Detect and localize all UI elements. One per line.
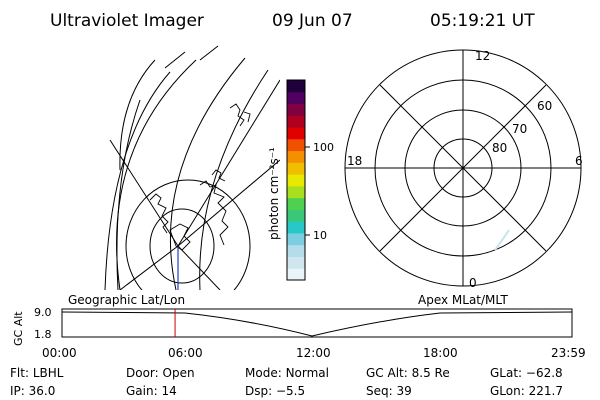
param-mode: Mode: Normal	[245, 366, 329, 380]
lat-label-70: 70	[512, 122, 527, 136]
param-glon: GLon: 221.7	[490, 384, 563, 398]
coastline	[211, 169, 226, 182]
observation-date: 09 Jun 07	[272, 11, 353, 31]
lat-line	[116, 99, 141, 290]
param-gain: Gain: 14	[126, 384, 177, 398]
x-tick-label: 12:00	[296, 346, 331, 360]
header: Ultraviolet Imager 09 Jun 07 05:19:21 UT	[50, 11, 535, 31]
colorbar-cell	[287, 197, 305, 210]
footer-params: Flt: LBHL Door: Open Mode: Normal GC Alt…	[10, 366, 563, 398]
param-gc-alt: GC Alt: 8.5 Re	[366, 366, 450, 380]
colorbar-cell	[287, 209, 305, 222]
colorbar-cell	[287, 244, 305, 257]
colorbar-cell	[287, 174, 305, 187]
lat-label-80: 80	[492, 141, 507, 155]
colorbar-cell	[287, 162, 305, 175]
colorbar: 100 10 photon cm⁻²s⁻¹	[267, 79, 334, 281]
lon-line	[119, 245, 179, 290]
colorbar-cell	[287, 115, 305, 128]
polar-dial	[344, 49, 582, 287]
param-ip: IP: 36.0	[10, 384, 55, 398]
mlt-label-0: 0	[469, 276, 477, 290]
colorbar-gradient	[287, 80, 305, 281]
colorbar-cell	[287, 103, 305, 116]
mlt-label-6: 6	[575, 154, 583, 168]
lat-line	[119, 59, 156, 171]
gc-alt-curve	[61, 311, 573, 337]
lat-line	[199, 69, 269, 290]
colorbar-frame	[286, 79, 306, 281]
coastline	[169, 223, 191, 251]
auroral-glow	[494, 229, 510, 251]
colorbar-tick-label: 10	[313, 229, 327, 242]
param-glat: GLat: −62.8	[490, 366, 563, 380]
colorbar-cell	[287, 221, 305, 234]
param-flt: Flt: LBHL	[10, 366, 64, 380]
colorbar-cell	[287, 80, 305, 93]
mlt-label-12: 12	[475, 49, 490, 63]
colorbar-cell	[287, 185, 305, 199]
polar-labels: 12 18 6 0 60 70 80	[347, 49, 583, 290]
lat-line	[116, 59, 197, 290]
lat-circle	[125, 179, 251, 290]
timeline-axis-title: GC Alt	[12, 311, 25, 346]
param-dsp: Dsp: −5.5	[245, 384, 305, 398]
polar-diagonal	[379, 84, 547, 252]
lon-line	[109, 139, 179, 247]
colorbar-cell	[287, 256, 305, 269]
coastline	[149, 103, 251, 246]
lon-line	[177, 159, 280, 247]
colorbar-cell	[287, 232, 305, 246]
colorbar-cell	[287, 268, 305, 281]
lat-circle	[149, 208, 215, 284]
lat-line	[169, 57, 246, 290]
param-seq: Seq: 39	[366, 384, 412, 398]
colorbar-tick-label: 100	[313, 141, 334, 154]
colorbar-cell	[287, 150, 305, 163]
lat-label-60: 60	[537, 99, 552, 113]
timeline-frame	[61, 308, 573, 338]
x-tick-label: 18:00	[423, 346, 458, 360]
observation-time: 05:19:21 UT	[430, 11, 535, 31]
colorbar-cell	[287, 138, 305, 152]
boundary-tick	[164, 45, 219, 69]
x-tick-label: 00:00	[42, 346, 77, 360]
lon-line	[177, 245, 221, 290]
lon-line	[177, 79, 280, 247]
orbit-timeline: Geographic Lat/Lon Apex MLat/MLT GC Alt …	[12, 293, 586, 360]
timeline-left-label: Geographic Lat/Lon	[68, 293, 185, 307]
y-tick-label: 9.0	[34, 306, 52, 319]
lat-line	[104, 71, 171, 290]
colorbar-cell	[287, 91, 305, 105]
mlt-label-18: 18	[347, 154, 362, 168]
x-tick-label: 23:59	[551, 346, 586, 360]
instrument-title: Ultraviolet Imager	[50, 11, 204, 31]
param-door: Door: Open	[126, 366, 195, 380]
colorbar-cell	[287, 127, 305, 140]
y-tick-label: 1.8	[34, 328, 52, 341]
timeline-right-label: Apex MLat/MLT	[418, 293, 508, 307]
geographic-map	[104, 45, 280, 290]
colorbar-unit-label: photon cm⁻²s⁻¹	[267, 147, 281, 240]
x-tick-label: 06:00	[168, 346, 203, 360]
